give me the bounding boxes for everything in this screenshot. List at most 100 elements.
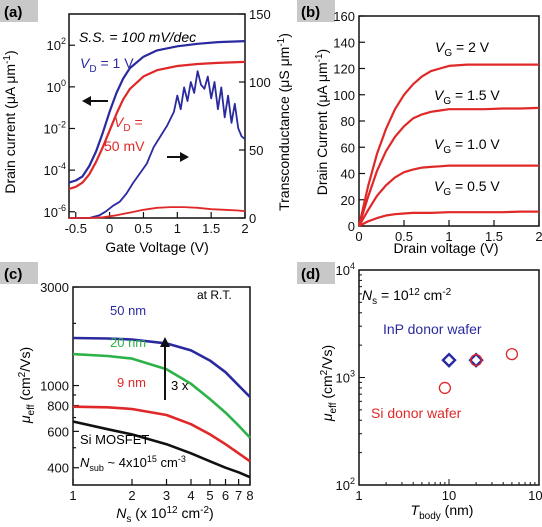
inp-diamond-marker	[441, 352, 457, 368]
panel-d: (d) 1 10 100 102 103 104 Ns = 1012 cm-2 InP d…	[297, 261, 542, 522]
panel-d-ns-annotation: Ns = 1012 cm-2	[362, 287, 452, 307]
panel-a-xlabel: Gate Voltage (V)	[105, 239, 209, 255]
y-tick-label: 140	[333, 35, 355, 50]
panel-a-label: (a)	[4, 4, 22, 21]
panel-a-ylabel: Drain current (μA μm-1)	[2, 50, 18, 193]
y2-tick-label: 100	[249, 75, 271, 90]
y-tick-label: 40	[341, 167, 355, 182]
x-tick-label: -0.5	[65, 221, 87, 236]
x-tick-label: 1	[445, 229, 452, 244]
y-tick-label: 20	[341, 193, 355, 208]
x-tick-label: 5	[206, 488, 213, 503]
vg-1-5v-label: VG = 1.5 V	[434, 87, 500, 107]
y-tick-label: 800	[47, 399, 69, 414]
x-tick-label: 1.5	[202, 221, 220, 236]
panel-a-label-bg	[0, 0, 38, 22]
panel-c-xlabel: Ns (x 1012 cm-2)	[116, 505, 213, 525]
series-line	[358, 164, 539, 227]
panel-c-rt-annotation: at R.T.	[197, 288, 232, 302]
panel-d-label: (d)	[301, 266, 320, 283]
panel-b-label-bg	[297, 0, 335, 22]
y-tick-label: 100	[333, 88, 355, 103]
y-tick-label: 160	[333, 9, 355, 24]
series-label-9nm: 9 nm	[117, 375, 146, 390]
si-donor-label: Si donor wafer	[371, 405, 462, 421]
series-line	[69, 206, 246, 219]
left-arrow-icon	[82, 96, 108, 106]
panel-c-factor-annotation: 3 x	[171, 378, 189, 393]
x-tick-label: 0	[106, 221, 113, 236]
series-line	[68, 40, 246, 184]
x-tick-label: 2	[535, 229, 542, 244]
si-mosfet-label: Si MOSFET	[80, 432, 149, 447]
x-tick-label: 2	[241, 221, 248, 236]
panel-a-y2label: Transconductance (μS μm-1)	[276, 33, 292, 211]
y-tick-label: 1000	[40, 379, 69, 394]
inp-donor-label: InP donor wafer	[383, 321, 482, 337]
x-tick-label: 0.5	[134, 221, 152, 236]
x-tick-label: 1	[174, 221, 181, 236]
panel-d-xlabel: Tbody (nm)	[411, 502, 474, 522]
panel-d-series	[438, 347, 519, 395]
panel-a: (a) -0.5 0 0.5 1 1.5 2 10-6 10-4 10-2 100 102 0 50 10…	[0, 0, 292, 255]
si-circle-marker	[469, 354, 483, 367]
panel-a-ss-annotation: S.S. = 100 mV/dec	[79, 29, 196, 45]
panel-a-series	[68, 40, 246, 219]
right-arrow-icon	[167, 152, 189, 162]
x-tick-label: 10	[442, 488, 456, 503]
x-tick-label: 0.5	[395, 229, 413, 244]
y-tick-label: 103	[336, 369, 355, 386]
y-tick-label: 0	[348, 219, 355, 234]
y2-tick-label: 0	[249, 211, 256, 226]
series-label-20nm: 20 nm	[110, 335, 146, 350]
y-tick-label: 10-2	[44, 119, 66, 136]
si-circle-marker	[505, 347, 519, 361]
panel-a-vd50-label: VD = 50 mV	[104, 114, 145, 154]
nsub-label: Nsub ~ 4x1015 cm-3	[80, 454, 186, 473]
vg-0-5v-label: VG = 0.5 V	[434, 178, 500, 198]
series-line	[72, 405, 251, 463]
x-tick-label: 1.5	[485, 229, 503, 244]
y-tick-label: 600	[47, 424, 69, 439]
panel-c-ylabel: μeff (cm2/Vs)	[17, 347, 37, 424]
vg-2v-label: VG = 2 V	[435, 39, 490, 59]
y2-tick-label: 150	[249, 7, 271, 22]
x-tick-label: 0	[355, 229, 362, 244]
series-line	[68, 60, 246, 190]
y-tick-label: 3000	[40, 280, 69, 295]
panel-b-label: (b)	[301, 4, 320, 21]
y-tick-label: 102	[47, 36, 66, 53]
x-tick-label: 2	[128, 488, 135, 503]
x-tick-label: 1	[355, 488, 362, 503]
si-circle-marker	[438, 381, 452, 395]
panel-b-series	[357, 63, 540, 227]
panel-c: (c) 1 2 3 4 5 6 7 8 400 600 800 1000 3000 at R.T. 50…	[0, 262, 254, 525]
x-tick-label: 7	[235, 488, 242, 503]
y-tick-label: 100	[47, 78, 66, 95]
y-tick-label: 10-4	[44, 161, 66, 178]
x-tick-label: 4	[187, 488, 194, 503]
series-line	[69, 70, 246, 219]
panel-b-ylabel: Drain Current (μA μm-1)	[314, 49, 330, 195]
panel-a-vd1-label: VD = 1 V	[80, 55, 134, 75]
panel-c-label-bg	[0, 262, 38, 284]
series-line	[357, 106, 540, 227]
panel-c-series	[72, 336, 251, 479]
y2-tick-label: 50	[249, 143, 263, 158]
series-line	[357, 63, 539, 227]
panel-d-label-bg	[297, 262, 335, 284]
y-tick-label: 60	[341, 140, 355, 155]
series-line	[72, 420, 251, 479]
panel-b-xlabel: Drain voltage (V)	[393, 240, 498, 256]
panel-c-axes: 1 2 3 4 5 6 7 8 400 600 800 1000 3000	[40, 280, 254, 503]
series-line	[72, 336, 251, 398]
y-tick-label: 104	[336, 261, 355, 278]
y-tick-label: 80	[341, 114, 355, 129]
y-tick-label: 102	[336, 476, 355, 493]
x-tick-label: 3	[163, 488, 170, 503]
panel-a-axes: -0.5 0 0.5 1 1.5 2 10-6 10-4 10-2 100 102 0 50 100 150	[44, 7, 271, 236]
panel-d-ylabel: μeff (cm2/Vs)	[319, 345, 339, 422]
